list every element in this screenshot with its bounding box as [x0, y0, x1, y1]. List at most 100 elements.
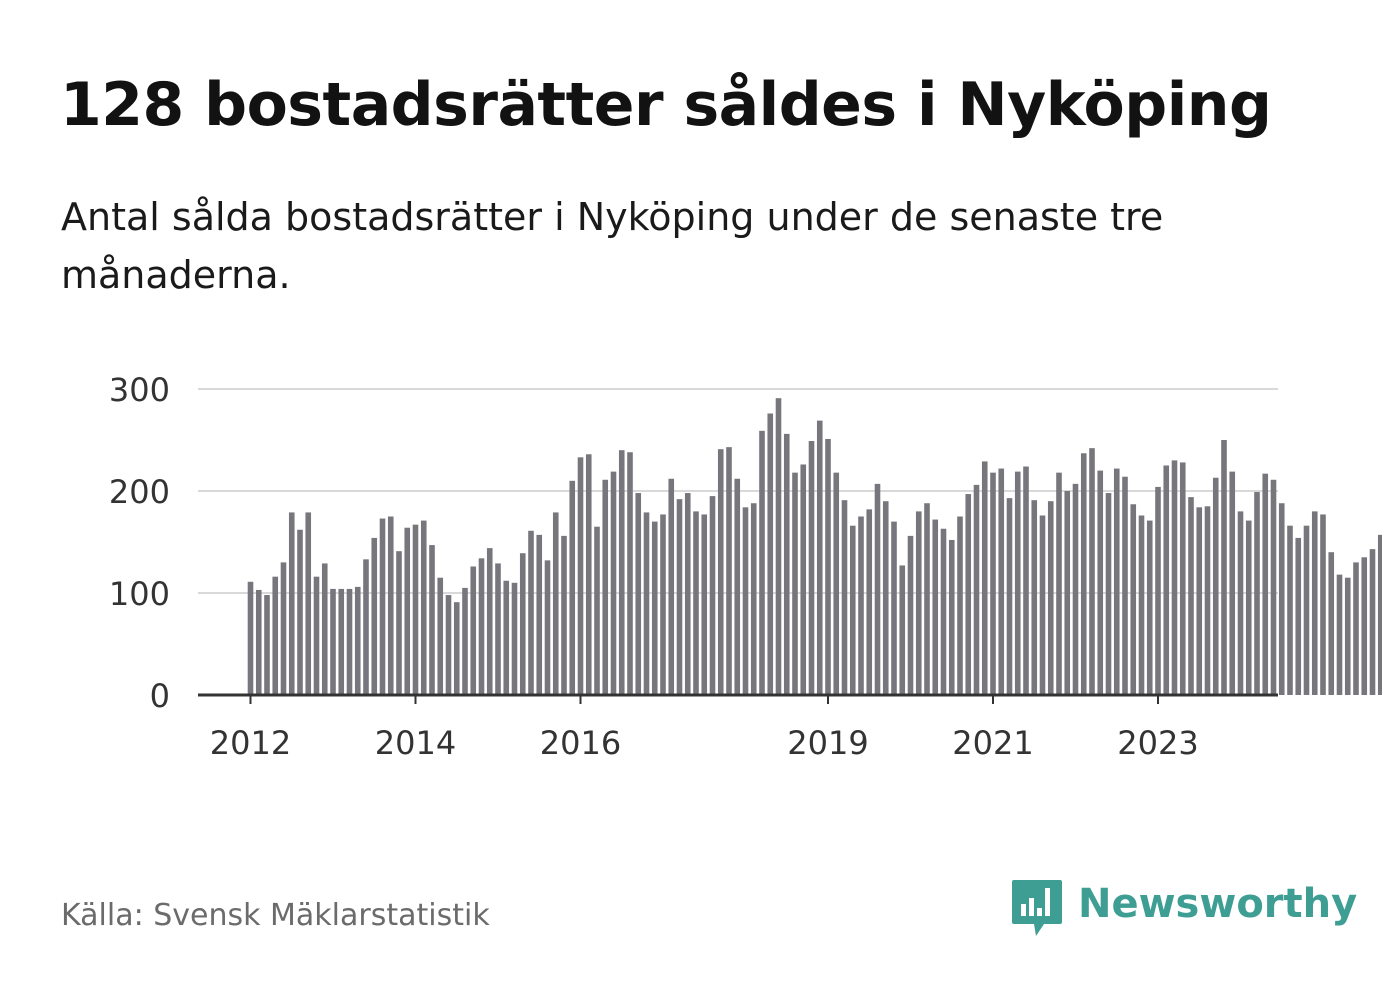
bar-23	[437, 577, 444, 695]
y-tick-label-200: 200	[109, 473, 170, 511]
bar-58	[726, 447, 732, 695]
bar-134	[1353, 562, 1359, 695]
bar-91	[998, 468, 1005, 695]
bar-14	[363, 559, 369, 695]
bar-16	[379, 518, 386, 695]
bar-1	[255, 589, 262, 695]
bar-59	[734, 478, 741, 695]
bar-115	[1196, 507, 1203, 695]
bar-74	[858, 516, 864, 695]
bar-22	[429, 545, 435, 695]
y-tick-label-100: 100	[109, 575, 170, 613]
bar-88	[973, 484, 980, 695]
bar-66	[792, 472, 798, 695]
bar-61	[750, 503, 757, 695]
bar-117	[1212, 477, 1219, 695]
bar-32	[511, 582, 518, 695]
bar-71	[833, 472, 840, 695]
bar-79	[899, 565, 906, 695]
bar-83	[932, 519, 939, 695]
bar-47	[635, 493, 642, 695]
bar-56	[709, 496, 716, 695]
bar-18	[396, 551, 402, 695]
bar-119	[1229, 471, 1236, 695]
bar-65	[783, 433, 790, 695]
bar-124	[1270, 479, 1277, 695]
bar-37	[552, 512, 559, 695]
bar-2	[264, 595, 270, 695]
bar-126	[1287, 525, 1293, 695]
bar-3	[272, 576, 279, 695]
bar-67	[800, 464, 807, 695]
bar-123	[1262, 473, 1269, 695]
bar-108	[1138, 515, 1145, 695]
bar-39	[569, 480, 576, 695]
bar-94	[1023, 466, 1029, 695]
bar-133	[1344, 577, 1351, 695]
bar-63	[767, 413, 774, 695]
source-note: Källa: Svensk Mäklarstatistik	[61, 898, 490, 933]
x-tick-label-2012: 2012	[210, 724, 291, 762]
bar-125	[1278, 503, 1285, 695]
bar-35	[536, 534, 543, 695]
bar-72	[841, 500, 848, 695]
bar-54	[693, 511, 699, 695]
bar-135	[1361, 557, 1368, 695]
bar-44	[610, 471, 617, 695]
bar-11	[338, 588, 345, 695]
bar-30	[495, 563, 501, 695]
bar-82	[924, 503, 930, 695]
bar-19	[404, 527, 411, 695]
bar-105	[1113, 468, 1120, 695]
bar-77	[882, 501, 889, 695]
bar-76	[874, 483, 881, 695]
bar-102	[1089, 448, 1095, 695]
bar-33	[519, 553, 526, 695]
bar-17	[387, 516, 394, 695]
bar-49	[651, 521, 658, 695]
bar-46	[627, 452, 633, 695]
bar-29	[486, 548, 493, 695]
bar-48	[643, 512, 650, 695]
bar-85	[948, 539, 955, 695]
bar-103	[1097, 470, 1104, 695]
bar-99	[1064, 491, 1071, 695]
bar-10	[330, 588, 336, 695]
bar-15	[371, 537, 378, 695]
bar-97	[1047, 501, 1054, 695]
bar-87	[965, 494, 972, 695]
bar-81	[915, 511, 922, 695]
bar-6	[297, 529, 303, 695]
bar-68	[808, 441, 815, 695]
bar-73	[849, 525, 856, 695]
x-tick-label-2014: 2014	[375, 724, 456, 762]
x-tick-label-2016: 2016	[540, 724, 621, 762]
bar-45	[618, 450, 625, 695]
y-axis-ticks: 0 100 200 300	[109, 371, 170, 715]
bar-98	[1056, 472, 1062, 695]
bar-122	[1254, 492, 1260, 695]
bar-4	[280, 562, 287, 695]
bar-60	[742, 507, 749, 695]
bar-52	[676, 499, 683, 695]
bar-43	[602, 479, 609, 695]
bar-89	[981, 461, 988, 695]
y-tick-label-0: 0	[150, 677, 170, 715]
bar-24	[445, 595, 452, 695]
bar-57	[717, 449, 724, 695]
bar-0	[247, 581, 254, 695]
bar-21	[420, 520, 427, 695]
x-axis: 2012 2014 2016 2019 2021 2023	[198, 693, 1278, 762]
bar-120	[1237, 511, 1244, 695]
chart-title: 128 bostadsrätter såldes i Nyköping	[60, 70, 1272, 140]
bar-114	[1188, 497, 1194, 695]
bar-55	[701, 514, 708, 695]
brand-name: Newsworthy	[1078, 881, 1358, 927]
bar-137	[1377, 534, 1382, 695]
bar-116	[1204, 506, 1211, 695]
bar-53	[684, 493, 691, 695]
bar-128	[1303, 525, 1310, 695]
bar-112	[1171, 460, 1178, 695]
bar-104	[1105, 493, 1112, 695]
